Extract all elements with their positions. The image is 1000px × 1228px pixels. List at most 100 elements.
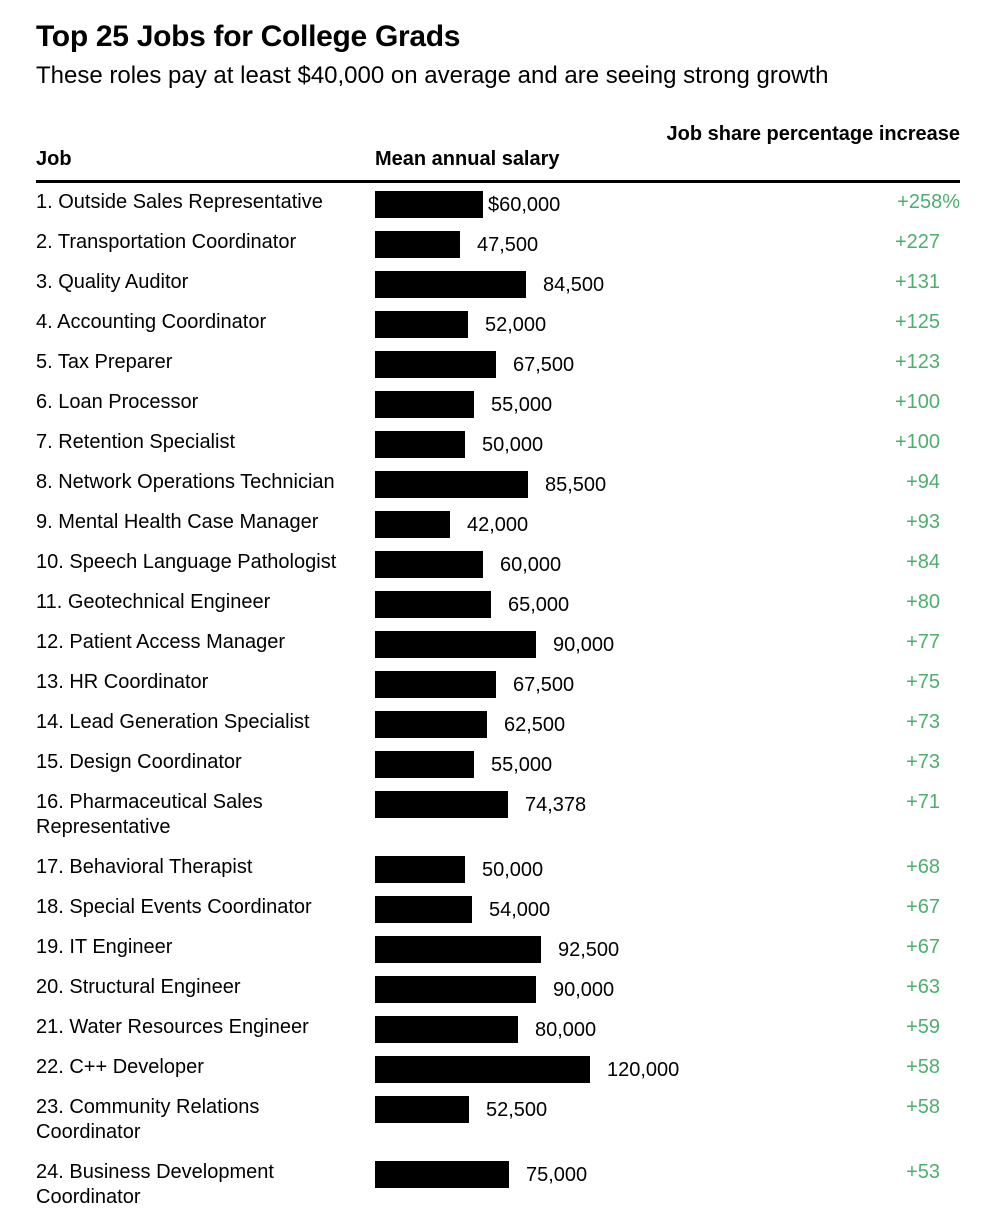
- growth-label: +73: [906, 711, 940, 733]
- salary-bar: [375, 591, 491, 618]
- salary-bar: [375, 271, 526, 298]
- growth-label: +94: [906, 471, 940, 493]
- salary-label: 67,500: [513, 354, 575, 376]
- growth-label: +80: [906, 591, 940, 613]
- growth-label: +258%: [897, 191, 960, 213]
- column-header-salary: Mean annual salary: [375, 148, 560, 170]
- job-label: 8. Network Operations Technician: [36, 471, 335, 493]
- salary-label: 84,500: [543, 274, 605, 296]
- job-label: 6. Loan Processor: [36, 391, 199, 413]
- column-header-job: Job: [36, 148, 72, 170]
- salary-bar: [375, 976, 536, 1003]
- growth-label: +59: [906, 1016, 940, 1038]
- growth-label: +84: [906, 551, 940, 573]
- salary-label: 42,000: [467, 514, 529, 536]
- salary-bar: [375, 1056, 590, 1083]
- header-rule: [36, 180, 960, 183]
- salary-bar: [375, 391, 474, 418]
- job-label: 17. Behavioral Therapist: [36, 856, 253, 878]
- salary-label: 85,500: [545, 474, 607, 496]
- salary-bar: [375, 311, 468, 338]
- job-label: 20. Structural Engineer: [36, 976, 241, 998]
- salary-bar: [375, 351, 496, 378]
- salary-label: 120,000: [607, 1059, 680, 1081]
- job-label: 12. Patient Access Manager: [36, 631, 286, 653]
- job-label: 22. C++ Developer: [36, 1056, 204, 1078]
- salary-label: 60,000: [500, 554, 562, 576]
- growth-label: +71: [906, 791, 940, 813]
- job-label: 18. Special Events Coordinator: [36, 896, 312, 918]
- salary-label: 50,000: [482, 859, 544, 881]
- salary-label: 52,000: [485, 314, 547, 336]
- job-label: 15. Design Coordinator: [36, 751, 242, 773]
- salary-bar: [375, 231, 460, 258]
- growth-label: +123: [894, 351, 940, 373]
- salary-label: 55,000: [491, 394, 553, 416]
- job-label: 5. Tax Preparer: [36, 351, 173, 373]
- salary-bar: [375, 1161, 509, 1188]
- growth-label: +58: [906, 1096, 940, 1118]
- job-label: 24. Business Development Coordinator: [36, 1161, 274, 1208]
- job-label: 14. Lead Generation Specialist: [36, 711, 310, 733]
- salary-label: 75,000: [526, 1164, 588, 1186]
- job-label: 1. Outside Sales Representative: [36, 191, 323, 213]
- job-label: 23. Community Relations Coordinator: [36, 1096, 260, 1143]
- salary-bar: [375, 936, 541, 963]
- growth-label: +125: [894, 311, 940, 333]
- job-label: 9. Mental Health Case Manager: [36, 511, 319, 533]
- growth-label: +73: [906, 751, 940, 773]
- salary-label: 50,000: [482, 434, 544, 456]
- salary-bar: [375, 191, 483, 218]
- column-header-growth: Job share percentage increase: [666, 123, 960, 145]
- growth-label: +67: [906, 896, 940, 918]
- growth-label: +77: [906, 631, 940, 653]
- growth-label: +93: [906, 511, 940, 533]
- job-label: 11. Geotechnical Engineer: [36, 591, 271, 613]
- job-label: 4. Accounting Coordinator: [36, 311, 267, 333]
- salary-bar: [375, 631, 536, 658]
- salary-label: 90,000: [553, 634, 615, 656]
- salary-label: $60,000: [488, 194, 561, 216]
- salary-label: 92,500: [558, 939, 620, 961]
- growth-label: +68: [906, 856, 940, 878]
- salary-bar: [375, 896, 472, 923]
- salary-bar: [375, 1016, 518, 1043]
- salary-label: 55,000: [491, 754, 553, 776]
- salary-bar: [375, 856, 465, 883]
- salary-bar: [375, 791, 508, 818]
- salary-bar: [375, 551, 483, 578]
- salary-bar: [375, 711, 487, 738]
- salary-bar: [375, 671, 496, 698]
- growth-label: +53: [906, 1161, 940, 1183]
- job-label: 10. Speech Language Pathologist: [36, 551, 337, 573]
- salary-bar: [375, 751, 474, 778]
- salary-bar: [375, 1096, 469, 1123]
- job-label: 3. Quality Auditor: [36, 271, 189, 293]
- growth-label: +100: [894, 391, 940, 413]
- job-label: 7. Retention Specialist: [36, 431, 236, 453]
- growth-label: +227: [894, 231, 940, 253]
- job-label: 21. Water Resources Engineer: [36, 1016, 309, 1038]
- job-label: 13. HR Coordinator: [36, 671, 209, 693]
- salary-label: 90,000: [553, 979, 615, 1001]
- growth-label: +75: [906, 671, 940, 693]
- salary-label: 74,378: [525, 794, 587, 816]
- growth-label: +100: [894, 431, 940, 453]
- job-label: 16. Pharmaceutical Sales Representative: [36, 791, 263, 838]
- salary-label: 67,500: [513, 674, 575, 696]
- job-label: 19. IT Engineer: [36, 936, 173, 958]
- chart-title: Top 25 Jobs for College Grads: [36, 20, 461, 53]
- salary-label: 54,000: [489, 899, 551, 921]
- growth-label: +67: [906, 936, 940, 958]
- growth-label: +58: [906, 1056, 940, 1078]
- salary-label: 65,000: [508, 594, 570, 616]
- salary-label: 52,500: [486, 1099, 548, 1121]
- salary-bar: [375, 511, 450, 538]
- salary-bar: [375, 431, 465, 458]
- salary-label: 80,000: [535, 1019, 597, 1041]
- job-label: 2. Transportation Coordinator: [36, 231, 297, 253]
- salary-label: 47,500: [477, 234, 539, 256]
- salary-bar: [375, 471, 528, 498]
- chart-subtitle: These roles pay at least $40,000 on aver…: [36, 62, 829, 89]
